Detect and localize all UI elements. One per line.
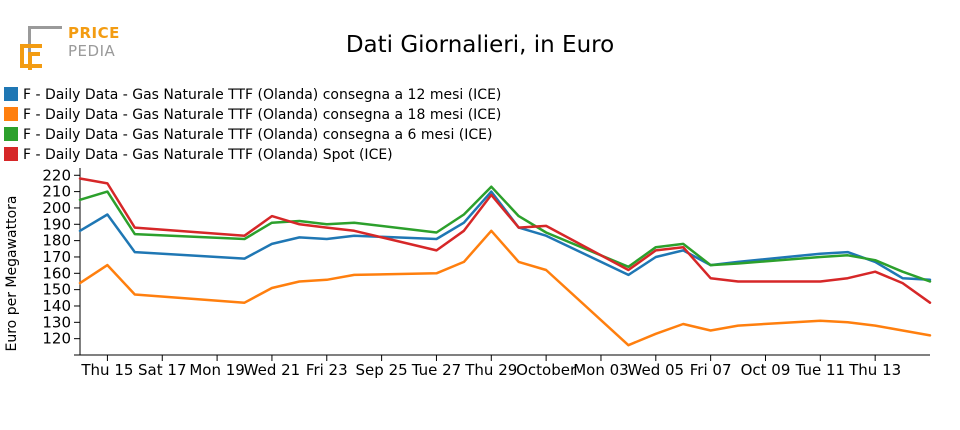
x-tick-label-3: Wed 21 xyxy=(244,361,301,379)
chart-title: Dati Giornalieri, in Euro xyxy=(345,32,615,58)
legend-label-12m: F - Daily Data - Gas Naturale TTF (Oland… xyxy=(23,87,502,103)
series-line-6m xyxy=(78,185,932,283)
x-tick-label-12: Oct 09 xyxy=(741,361,791,379)
y-tick-label-180: 180 xyxy=(42,232,71,250)
logo-text-price: PRICE xyxy=(68,24,120,42)
legend-swatch-6m xyxy=(4,127,18,141)
y-tick-label-200: 200 xyxy=(42,199,71,217)
pricepedia-logo: PRICE PEDIA xyxy=(18,22,128,74)
legend-item-spot[interactable]: F - Daily Data - Gas Naturale TTF (Oland… xyxy=(4,145,501,165)
y-tick-label-150: 150 xyxy=(42,281,71,299)
legend-label-6m: F - Daily Data - Gas Naturale TTF (Oland… xyxy=(23,127,493,143)
x-tick-label-0: Thu 15 xyxy=(80,361,133,379)
y-tick-label-160: 160 xyxy=(42,264,71,282)
logo-mark-orange-inner xyxy=(28,52,40,70)
legend-label-18m: F - Daily Data - Gas Naturale TTF (Oland… xyxy=(23,107,502,123)
x-tick-label-13: Tue 11 xyxy=(795,361,845,379)
y-tick-label-120: 120 xyxy=(42,330,71,348)
x-tick-label-11: Fri 07 xyxy=(690,361,732,379)
x-tick-label-14: Thu 13 xyxy=(848,361,901,379)
legend-item-6m[interactable]: F - Daily Data - Gas Naturale TTF (Oland… xyxy=(4,125,501,145)
x-tick-label-2: Mon 19 xyxy=(189,361,244,379)
legend-swatch-12m xyxy=(4,87,18,101)
y-tick-label-210: 210 xyxy=(42,183,71,201)
y-tick-label-130: 130 xyxy=(42,313,71,331)
legend-item-18m[interactable]: F - Daily Data - Gas Naturale TTF (Oland… xyxy=(4,105,501,125)
x-tick-label-5: Sep 25 xyxy=(356,361,408,379)
series-line-spot xyxy=(78,177,932,304)
x-tick-label-4: Fri 23 xyxy=(306,361,348,379)
legend-swatch-spot xyxy=(4,147,18,161)
y-tick-label-220: 220 xyxy=(42,166,71,184)
series-line-18m xyxy=(78,229,932,347)
logo-text-pedia: PEDIA xyxy=(68,42,116,60)
legend-swatch-18m xyxy=(4,107,18,121)
x-tick-label-10: Wed 05 xyxy=(628,361,685,379)
y-axis-label: Euro per Megawattora xyxy=(4,196,20,352)
x-tick-label-6: Tue 27 xyxy=(411,361,461,379)
x-tick-label-7: Thu 29 xyxy=(464,361,517,379)
x-tick-label-8: October xyxy=(516,361,577,379)
legend-label-spot: F - Daily Data - Gas Naturale TTF (Oland… xyxy=(23,147,393,163)
series-line-12m xyxy=(78,190,932,282)
legend-item-12m[interactable]: F - Daily Data - Gas Naturale TTF (Oland… xyxy=(4,85,501,105)
logo-mark-grey xyxy=(28,26,62,60)
x-tick-label-9: Mon 03 xyxy=(573,361,628,379)
chart-legend: F - Daily Data - Gas Naturale TTF (Oland… xyxy=(4,85,501,165)
y-tick-label-140: 140 xyxy=(42,297,71,315)
y-tick-label-170: 170 xyxy=(42,248,71,266)
x-tick-label-1: Sat 17 xyxy=(138,361,186,379)
y-tick-label-190: 190 xyxy=(42,215,71,233)
